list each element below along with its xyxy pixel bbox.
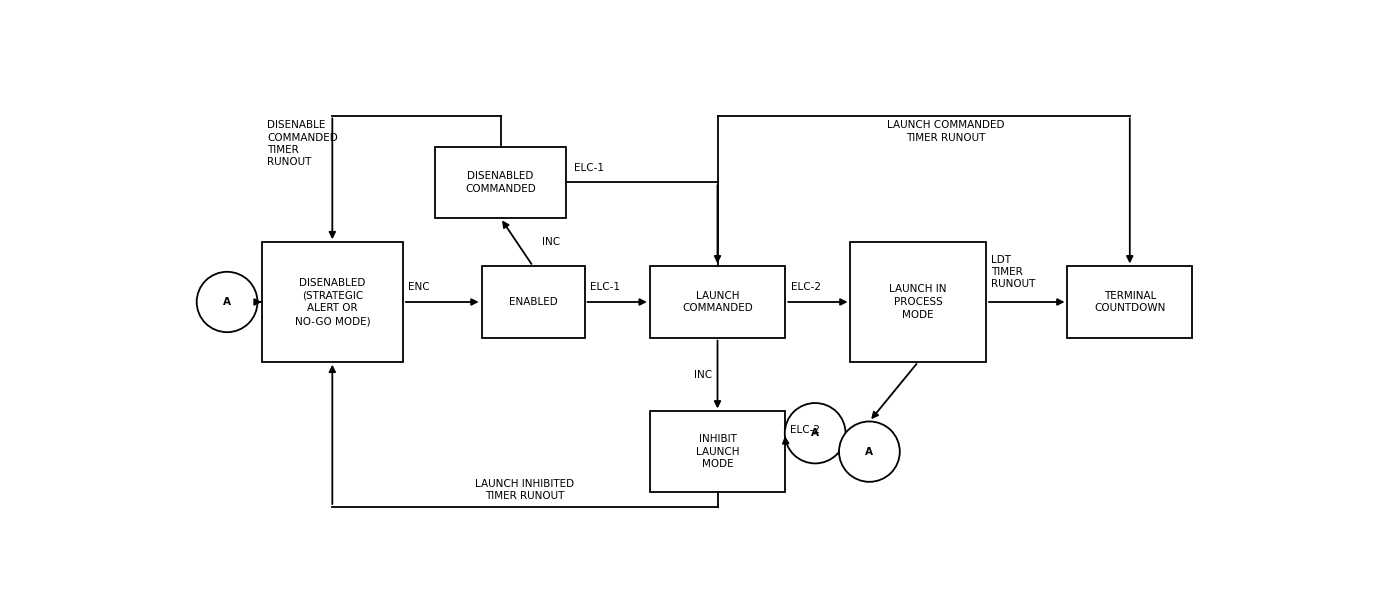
Text: LAUNCH COMMANDED
TIMER RUNOUT: LAUNCH COMMANDED TIMER RUNOUT [886, 120, 1004, 142]
Text: ENABLED: ENABLED [508, 297, 557, 307]
Text: TERMINAL
COUNTDOWN: TERMINAL COUNTDOWN [1095, 291, 1165, 313]
Bar [650, 411, 785, 492]
Text: A: A [865, 447, 874, 457]
Bar [482, 266, 585, 338]
Text: LAUNCH INHIBITED
TIMER RUNOUT: LAUNCH INHIBITED TIMER RUNOUT [476, 479, 574, 501]
Text: ELC-1: ELC-1 [589, 282, 620, 292]
Ellipse shape [196, 272, 258, 332]
Text: INHIBIT
LAUNCH
MODE: INHIBIT LAUNCH MODE [696, 434, 739, 469]
Text: ELC-2: ELC-2 [790, 425, 819, 435]
Text: ENC: ENC [409, 282, 430, 292]
Text: ELC-1: ELC-1 [574, 163, 605, 173]
Ellipse shape [839, 422, 900, 482]
Text: ELC-2: ELC-2 [791, 282, 820, 292]
Bar [1067, 266, 1193, 338]
Text: A: A [223, 297, 231, 307]
Bar [435, 147, 566, 218]
Text: A: A [811, 428, 819, 438]
Bar [850, 242, 986, 362]
Ellipse shape [785, 403, 846, 463]
Text: INC: INC [542, 237, 560, 247]
Text: INC: INC [694, 370, 713, 380]
Bar [262, 242, 403, 362]
Text: LAUNCH IN
PROCESS
MODE: LAUNCH IN PROCESS MODE [889, 284, 946, 320]
Text: DISENABLED
(STRATEGIC
ALERT OR
NO-GO MODE): DISENABLED (STRATEGIC ALERT OR NO-GO MOD… [294, 278, 370, 326]
Bar [650, 266, 785, 338]
Text: DISENABLED
COMMANDED: DISENABLED COMMANDED [465, 171, 536, 194]
Text: LAUNCH
COMMANDED: LAUNCH COMMANDED [682, 291, 753, 313]
Text: DISENABLE
COMMANDED
TIMER
RUNOUT: DISENABLE COMMANDED TIMER RUNOUT [267, 120, 337, 167]
Text: LDT
TIMER
RUNOUT: LDT TIMER RUNOUT [991, 255, 1036, 289]
